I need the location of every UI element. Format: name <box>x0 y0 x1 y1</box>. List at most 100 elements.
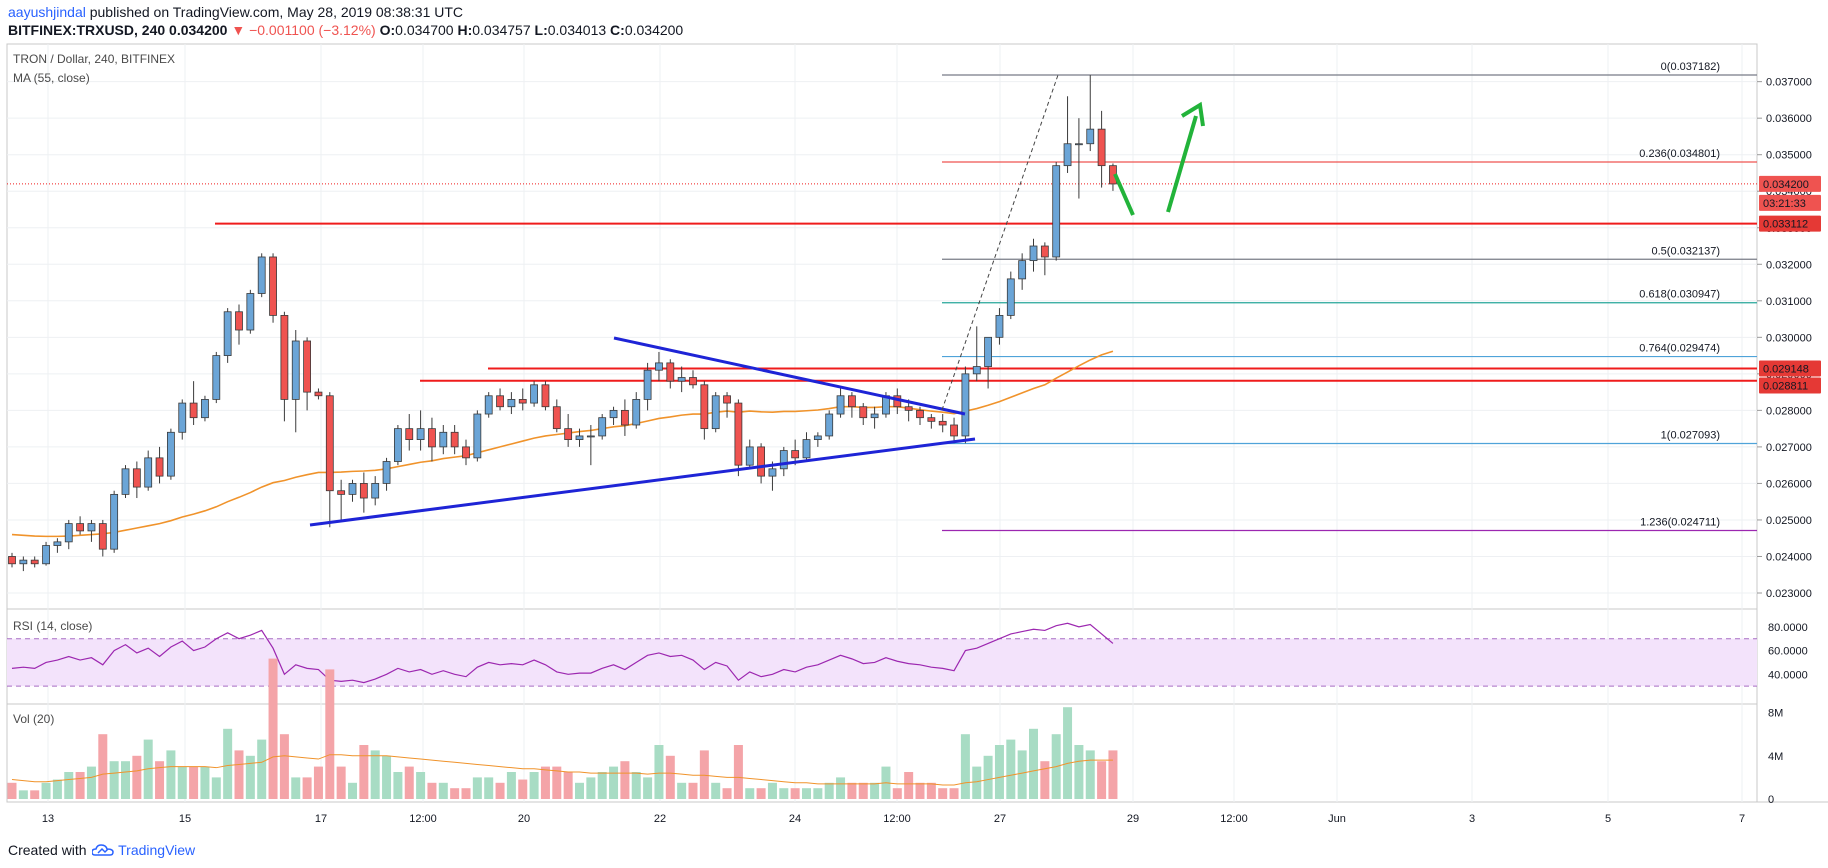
candle-body-down <box>303 340 312 393</box>
candle-body-up <box>1018 260 1027 280</box>
candle-body-up <box>1052 165 1061 258</box>
volume-bar <box>552 766 562 799</box>
candle <box>734 399 743 477</box>
volume-legend: Vol (20) <box>13 712 54 726</box>
candle <box>507 392 516 415</box>
candle <box>1040 242 1049 276</box>
volume-bar <box>506 772 516 799</box>
x-axis-label: 24 <box>789 813 801 825</box>
volume-bar <box>824 782 834 799</box>
candle <box>223 308 232 363</box>
ma-legend: MA (55, close) <box>13 71 90 85</box>
close-label: C: <box>610 22 625 38</box>
candle <box>598 414 607 440</box>
volume-bar <box>7 782 17 799</box>
x-axis-label: 12:00 <box>883 813 911 825</box>
candle-body-down <box>450 431 459 448</box>
price-tag-bg <box>1759 175 1821 192</box>
x-axis-label: 3 <box>1469 813 1475 825</box>
x-axis-label: 22 <box>654 813 666 825</box>
high-label: H: <box>457 22 473 38</box>
volume-bar <box>915 782 925 799</box>
low-value: 0.034013 <box>547 22 607 38</box>
candle-body-down <box>541 384 550 408</box>
candle-body-up <box>178 402 187 433</box>
candle-body-down <box>155 457 164 477</box>
candle <box>496 388 504 411</box>
volume-bar <box>121 761 130 799</box>
candle-body-down <box>757 446 765 477</box>
candle <box>462 439 470 466</box>
fib-level-label: 0.5(0.032137) <box>1652 245 1721 257</box>
candle <box>689 370 697 389</box>
x-axis-label: 12:00 <box>409 813 437 825</box>
candle-body-up <box>291 340 300 400</box>
volume-bar <box>960 734 970 799</box>
tradingview-brand[interactable]: TradingView <box>118 842 196 858</box>
volume-bar <box>654 745 664 799</box>
volume-bar <box>1063 707 1073 799</box>
candle-body-down <box>30 559 39 565</box>
volume-bar <box>86 766 96 799</box>
open-value: 0.034700 <box>395 22 454 38</box>
volume-bar <box>745 788 755 799</box>
candle-body-down <box>280 315 289 400</box>
candle-body-up <box>1086 128 1095 145</box>
candle-body-up <box>110 493 119 550</box>
fib-level-label: 0.764(0.029474) <box>1639 343 1720 355</box>
volume-bar <box>393 772 403 799</box>
candle <box>19 556 28 572</box>
candle <box>405 414 414 451</box>
volume-axis-label: 8M <box>1768 708 1783 720</box>
volume-bar <box>302 777 312 799</box>
candle-body-up <box>677 377 686 382</box>
price-tag-label: 0.034200 <box>1763 179 1809 191</box>
y-axis-label: 0.032000 <box>1766 259 1812 271</box>
author-link[interactable]: aayushjindal <box>8 4 86 20</box>
candle-body-down <box>235 311 243 331</box>
volume-bar <box>257 739 267 799</box>
candle-body-up <box>632 399 641 426</box>
volume-bar <box>52 779 62 799</box>
volume-bar <box>870 782 880 799</box>
candle-body-up <box>439 431 448 448</box>
volume-bar <box>291 777 301 799</box>
candle-body-up <box>575 435 584 440</box>
fib-level-label: 0(0.037182) <box>1661 61 1720 73</box>
candle-body-up <box>87 523 96 532</box>
volume-bar <box>677 782 687 799</box>
candle-body-down <box>734 402 743 466</box>
candle-body-up <box>972 366 981 375</box>
open-label: O: <box>379 22 396 38</box>
candle-body-up <box>484 395 493 415</box>
candle <box>325 392 334 528</box>
candle-body-up <box>825 413 834 437</box>
candle-body-up <box>144 457 153 488</box>
candle <box>666 359 675 389</box>
y-axis-label: 0.028000 <box>1766 405 1812 417</box>
candle-body-up <box>779 450 788 470</box>
candle-body-down <box>189 402 198 419</box>
y-axis-label: 0.026000 <box>1766 478 1812 490</box>
volume-bar <box>609 766 619 799</box>
volume-bar <box>711 782 721 799</box>
candle-body-down <box>700 384 709 430</box>
candle <box>303 337 312 411</box>
candle-body-up <box>473 413 482 459</box>
y-axis-label: 0.023000 <box>1766 588 1812 600</box>
candle-body-up <box>530 384 538 404</box>
price-tag: 0.028811 <box>1759 377 1821 394</box>
candle <box>870 406 879 429</box>
candle-body-up <box>598 417 607 437</box>
candle-body-up <box>121 468 130 495</box>
candle-body-down <box>428 428 436 448</box>
candle-body-down <box>927 417 936 422</box>
price-tag: 03:21:33 <box>1759 194 1821 211</box>
candle <box>257 253 266 298</box>
candle <box>1006 271 1015 320</box>
volume-bar <box>779 788 789 799</box>
candle <box>371 476 380 506</box>
volume-bar <box>1006 739 1016 799</box>
candle-body-up <box>64 523 73 543</box>
